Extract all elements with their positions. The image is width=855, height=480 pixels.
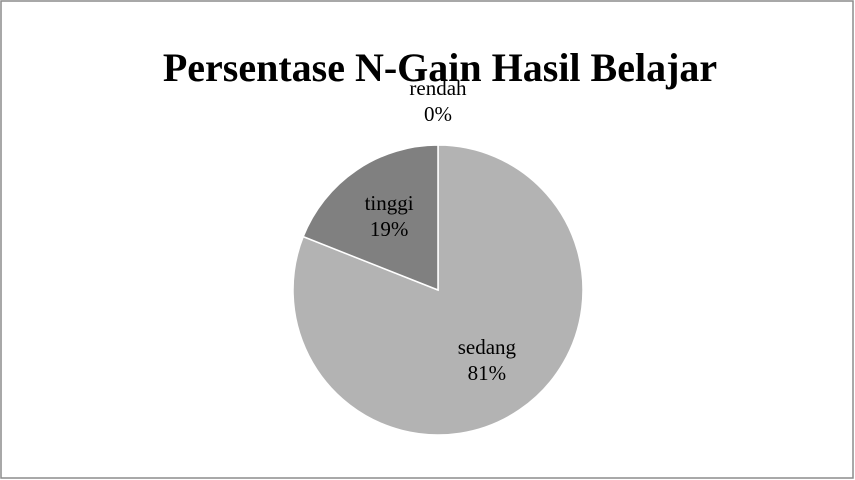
chart-title: Persentase N-Gain Hasil Belajar [163,45,717,90]
slice-label: tinggi [365,191,414,215]
slice-value-label: 0% [424,102,452,126]
slice-value-label: 19% [370,217,409,241]
slice-value-label: 81% [468,361,507,385]
pie-slice [302,144,439,292]
slice-label: rendah [409,76,467,100]
slice-label: sedang [458,335,517,359]
